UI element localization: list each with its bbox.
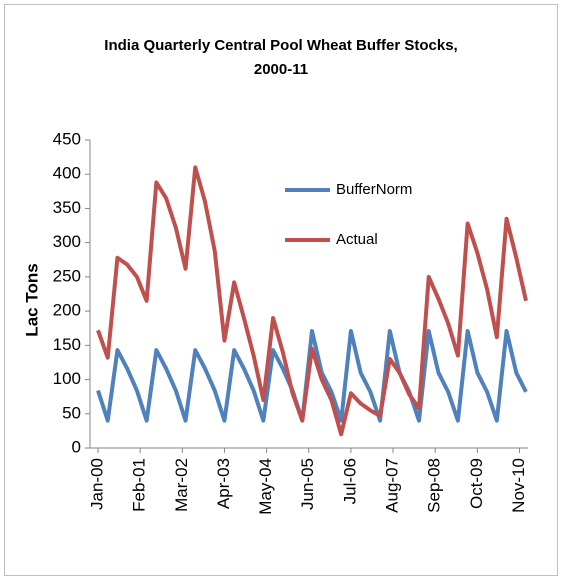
- chart-title: India Quarterly Central Pool Wheat Buffe…: [104, 37, 458, 78]
- y-tick-label: 200: [53, 301, 81, 320]
- y-tick-label: 300: [53, 232, 81, 251]
- x-tick-label: Mar-02: [172, 458, 191, 512]
- y-tick-label: 50: [62, 403, 81, 422]
- x-tick-label: Jun-05: [298, 458, 317, 510]
- y-tick-label: 450: [53, 129, 81, 148]
- y-axis-label: Lac Tons: [22, 263, 41, 336]
- x-tick-label: May-04: [256, 458, 275, 515]
- chart-border: [4, 4, 558, 576]
- y-tick-label: 250: [53, 266, 81, 285]
- y-tick-label: 150: [53, 335, 81, 354]
- series-line: [96, 328, 528, 423]
- x-tick-label: Feb-01: [130, 458, 149, 512]
- legend-label: BufferNorm: [336, 181, 412, 198]
- x-tick-label: Nov-10: [509, 458, 528, 513]
- x-tick-label: Jul-06: [340, 458, 359, 504]
- x-tick-label: Apr-03: [214, 458, 233, 509]
- y-tick-label: 0: [72, 437, 81, 456]
- series-line: [96, 165, 528, 437]
- y-tick-label: 350: [53, 198, 81, 217]
- y-tick-label: 400: [53, 164, 81, 183]
- legend-label: Actual: [336, 231, 378, 248]
- x-tick-label: Aug-07: [383, 458, 402, 513]
- x-tick-label: Sep-08: [425, 458, 444, 513]
- y-tick-label: 100: [53, 369, 81, 388]
- x-tick-label: Jan-00: [87, 458, 106, 510]
- x-tick-label: Oct-09: [467, 458, 486, 509]
